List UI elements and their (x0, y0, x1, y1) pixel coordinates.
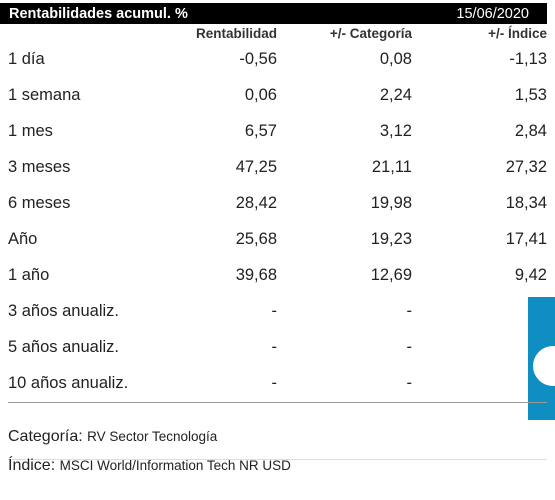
cell-categoria: - (406, 302, 413, 320)
table-row: 3 años anualiz. - - (0, 294, 555, 330)
row-label: 6 meses (8, 194, 71, 212)
cell-categoria: 19,23 (370, 230, 412, 248)
cell-rentabilidad: - (271, 338, 278, 356)
cell-rentabilidad: 6,57 (244, 122, 277, 140)
row-label: 10 años anualiz. (8, 374, 129, 392)
cell-indice: 27,32 (505, 158, 547, 176)
cell-indice: 18,34 (505, 194, 547, 212)
table-row: 5 años anualiz. - - (0, 330, 555, 366)
cell-indice: -1,13 (509, 50, 547, 68)
cell-rentabilidad: - (271, 374, 278, 392)
category-value: RV Sector Tecnología (87, 429, 218, 444)
cell-categoria: 12,69 (370, 266, 412, 284)
index-key: Índice: (8, 457, 56, 474)
cell-indice: 2,84 (514, 122, 547, 140)
cell-categoria: - (406, 338, 413, 356)
row-label: Año (8, 230, 38, 248)
table-title: Rentabilidades acumul. % (9, 5, 188, 22)
table-row: 1 mes 6,57 3,12 2,84 (0, 114, 555, 150)
table-row: Año 25,68 19,23 17,41 (0, 222, 555, 258)
row-label: 5 años anualiz. (8, 338, 119, 356)
table-row: 1 semana 0,06 2,24 1,53 (0, 78, 555, 114)
table-row: 6 meses 28,42 19,98 18,34 (0, 186, 555, 222)
cell-categoria: 2,24 (379, 86, 412, 104)
row-label: 1 mes (8, 122, 53, 140)
footer-index: Índice: MSCI World/Information Tech NR U… (8, 457, 291, 475)
cell-rentabilidad: 28,42 (235, 194, 277, 212)
column-header-categoria: +/- Categoría (329, 26, 412, 41)
cell-indice: 1,53 (514, 86, 547, 104)
cell-rentabilidad: -0,56 (239, 50, 277, 68)
table-row: 10 años anualiz. - - (0, 366, 555, 402)
cell-rentabilidad: 47,25 (235, 158, 277, 176)
table-date: 15/06/2020 (456, 5, 529, 22)
footer-category: Categoría: RV Sector Tecnología (8, 428, 217, 446)
cell-categoria: 3,12 (379, 122, 412, 140)
cell-rentabilidad: 0,06 (244, 86, 277, 104)
table-header-bar: Rentabilidades acumul. % 15/06/2020 (0, 3, 547, 24)
column-header-indice: +/- Índice (488, 26, 547, 41)
cell-categoria: 0,08 (379, 50, 412, 68)
cell-indice: 9,42 (514, 266, 547, 284)
column-header-rentabilidad: Rentabilidad (195, 26, 277, 41)
row-label: 3 meses (8, 158, 71, 176)
cell-rentabilidad: 25,68 (235, 230, 277, 248)
index-value: MSCI World/Information Tech NR USD (59, 458, 291, 473)
table-row: 1 día -0,56 0,08 -1,13 (0, 42, 555, 78)
cell-rentabilidad: 39,68 (235, 266, 277, 284)
table-divider (8, 402, 547, 403)
table-row: 3 meses 47,25 21,11 27,32 (0, 150, 555, 186)
returns-table: 1 día -0,56 0,08 -1,13 1 semana 0,06 2,2… (0, 42, 555, 402)
cell-categoria: - (406, 374, 413, 392)
footer-divider (8, 459, 547, 460)
row-label: 3 años anualiz. (8, 302, 119, 320)
table-row: 1 año 39,68 12,69 9,42 (0, 258, 555, 294)
row-label: 1 semana (8, 86, 81, 104)
row-label: 1 día (8, 50, 45, 68)
column-headers: Rentabilidad +/- Categoría +/- Índice (0, 26, 555, 44)
category-key: Categoría: (8, 428, 83, 445)
cell-rentabilidad: - (271, 302, 278, 320)
row-label: 1 año (8, 266, 50, 284)
cell-categoria: 19,98 (370, 194, 412, 212)
circle-icon (533, 346, 555, 386)
cell-categoria: 21,11 (371, 158, 412, 176)
cell-indice: 17,41 (505, 230, 547, 248)
floating-action-tab[interactable] (528, 297, 555, 420)
